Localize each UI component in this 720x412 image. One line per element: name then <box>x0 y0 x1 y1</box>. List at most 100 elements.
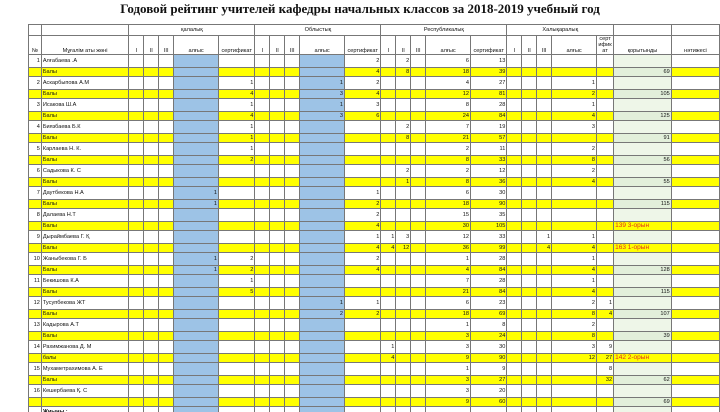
result-score: 107 <box>613 309 672 319</box>
table-cell <box>254 199 271 209</box>
teacher-row: 14 Рахимжанова Д. М 1 3 30 3 9 <box>28 340 720 354</box>
table-cell <box>595 252 615 266</box>
value-cell-o: 4 <box>344 265 382 275</box>
table-cell <box>173 406 220 412</box>
table-cell <box>158 265 175 275</box>
table-cell <box>284 331 301 341</box>
value-cell-i0: 1 <box>536 230 553 244</box>
value-cell-r2: 8 <box>425 98 472 112</box>
table-cell <box>173 164 220 178</box>
table-cell <box>143 177 160 187</box>
value-cell-r3: 11 <box>470 142 508 156</box>
table-cell <box>595 265 615 275</box>
table-cell <box>254 221 271 231</box>
table-cell <box>410 265 427 275</box>
teacher-row: 2 Аскарбыпова А.М 1 1 2 4 27 1 <box>28 76 720 90</box>
table-cell <box>128 340 145 354</box>
table-cell <box>218 340 256 354</box>
table-cell <box>380 384 397 398</box>
table-cell <box>269 177 286 187</box>
value-cell-r3: 90 <box>470 199 508 209</box>
row-number <box>28 406 42 412</box>
table-cell <box>299 252 346 266</box>
table-cell <box>670 111 720 121</box>
table-cell <box>173 221 220 231</box>
table-cell <box>380 133 397 143</box>
table-cell <box>299 331 346 341</box>
table-cell <box>521 309 538 319</box>
table-cell <box>670 318 720 332</box>
table-cell <box>218 230 256 244</box>
table-cell <box>218 331 256 341</box>
place-label: 163 1-орын <box>613 243 672 253</box>
table-cell <box>613 318 672 332</box>
table-cell <box>410 120 427 134</box>
value-cell-r0: 1 <box>380 340 397 354</box>
table-cell <box>595 142 615 156</box>
table-cell <box>158 230 175 244</box>
value-cell-c: 5 <box>218 287 256 297</box>
header-level-2: Облыстық <box>254 24 382 36</box>
table-cell <box>551 362 597 376</box>
table-cell <box>284 230 301 244</box>
row-number: 10 <box>28 252 42 266</box>
value-cell-r2: 3 <box>425 340 472 354</box>
table-cell <box>506 120 523 134</box>
table-cell <box>254 54 271 68</box>
table-cell <box>595 67 615 77</box>
table-cell <box>536 133 553 143</box>
value-cell-ib: 1 <box>595 296 615 310</box>
table-cell <box>536 67 553 77</box>
table-cell <box>595 89 615 99</box>
value-cell-r1: 8 <box>395 67 412 77</box>
table-cell <box>218 164 256 178</box>
table-cell <box>506 111 523 121</box>
table-cell <box>158 76 175 90</box>
value-cell-c: 1 <box>218 76 256 90</box>
header-sub: ІІ <box>143 35 160 55</box>
table-cell <box>158 221 175 231</box>
value-cell-r2: 30 <box>425 221 472 231</box>
value-cell-r1: 3 <box>395 230 412 244</box>
teacher-row: 16 Кешербаева Қ. С 3 20 <box>28 384 720 398</box>
table-cell <box>284 76 301 90</box>
table-cell <box>269 89 286 99</box>
table-cell <box>299 177 346 187</box>
table-cell <box>299 199 346 209</box>
value-cell-i: 1 <box>551 230 597 244</box>
value-cell-o: 1 <box>344 230 382 244</box>
table-cell <box>299 384 346 398</box>
value-cell-o1: 3 <box>299 89 346 99</box>
teacher-name: Жаныбекова Г. Б <box>40 252 130 266</box>
table-cell <box>254 155 271 165</box>
table-cell <box>395 353 412 363</box>
table-cell <box>410 353 427 363</box>
table-cell <box>670 155 720 165</box>
table-cell <box>128 89 145 99</box>
value-cell-r2: 18 <box>425 309 472 319</box>
table-cell <box>143 76 160 90</box>
table-cell <box>670 287 720 297</box>
table-cell <box>670 309 720 319</box>
header-level-4: Халықаралық <box>506 24 615 36</box>
table-cell <box>143 155 160 165</box>
table-cell <box>551 54 597 68</box>
value-cell-r1: 12 <box>395 243 412 253</box>
table-cell <box>595 120 615 134</box>
teacher-row: 4 Биязбаева Б.К 1 2 7 19 3 <box>28 120 720 134</box>
result-score: 91 <box>613 133 672 143</box>
result-score: 125 <box>613 111 672 121</box>
value-cell-r3: 24 <box>470 331 508 341</box>
table-cell <box>595 76 615 90</box>
table-cell <box>173 362 220 376</box>
value-cell-r3: 33 <box>470 155 508 165</box>
table-cell <box>506 76 523 90</box>
header-level-1: қалалық <box>128 24 256 36</box>
value-cell-o1: 3 <box>299 111 346 121</box>
table-cell <box>218 406 256 412</box>
value-cell-r3: 27 <box>470 375 508 385</box>
value-cell-r3: 12 <box>470 164 508 178</box>
table-cell <box>158 164 175 178</box>
header-sub: сертификат <box>595 35 615 55</box>
